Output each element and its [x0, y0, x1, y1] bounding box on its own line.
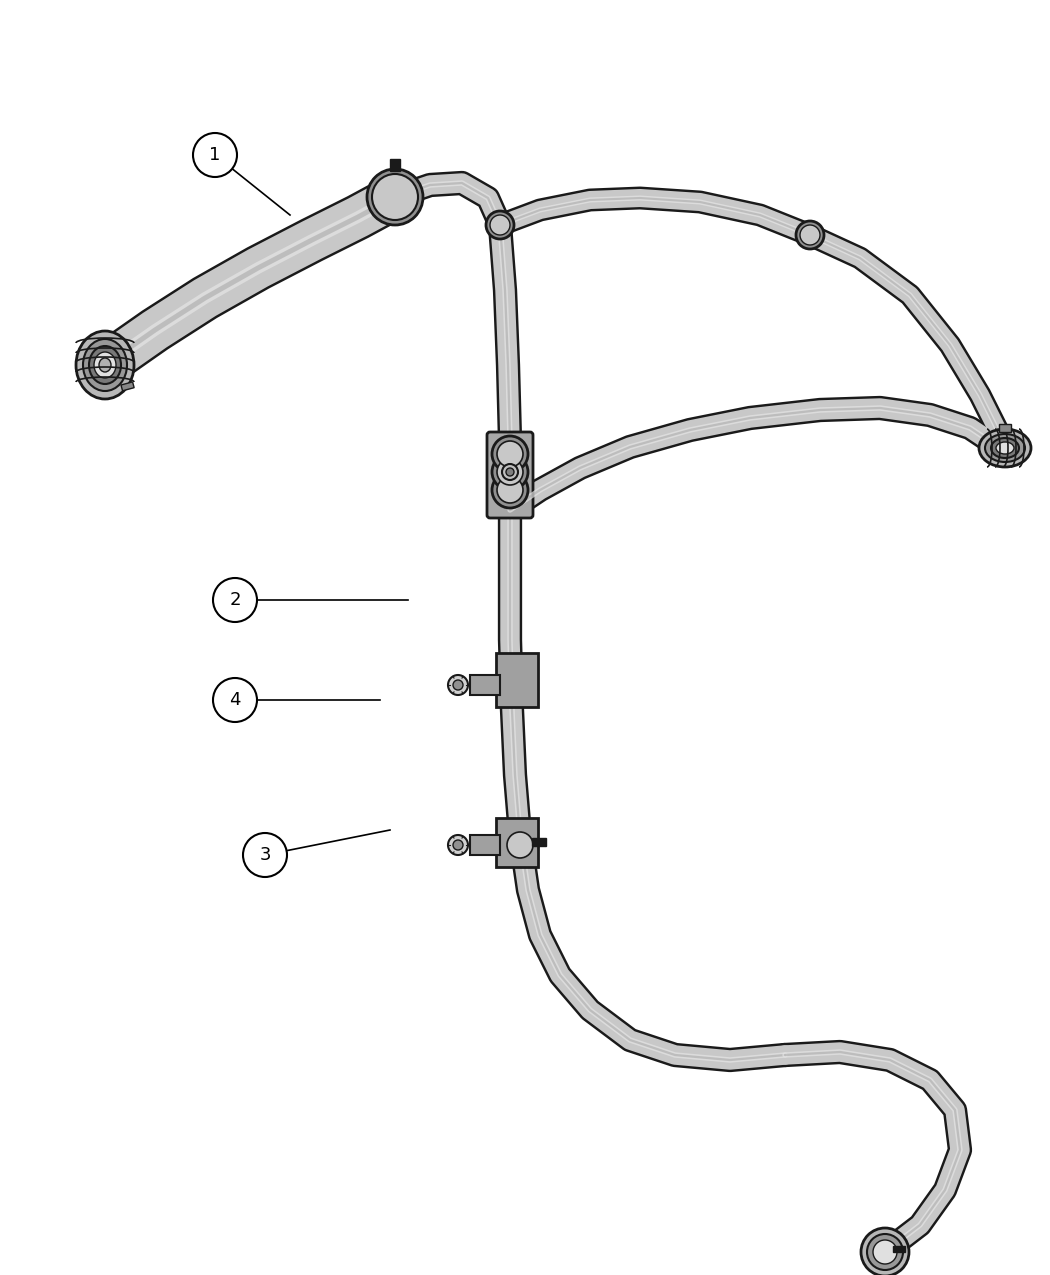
Circle shape	[497, 459, 523, 484]
FancyBboxPatch shape	[496, 819, 538, 867]
Text: 4: 4	[229, 691, 240, 709]
Circle shape	[497, 441, 523, 467]
Bar	[892, 1246, 905, 1252]
Circle shape	[861, 1228, 909, 1275]
Circle shape	[507, 833, 533, 858]
Circle shape	[448, 835, 468, 856]
Circle shape	[213, 678, 257, 722]
Circle shape	[453, 840, 463, 850]
Circle shape	[800, 224, 820, 245]
Circle shape	[492, 436, 528, 472]
Circle shape	[490, 215, 510, 235]
Ellipse shape	[985, 434, 1025, 462]
Ellipse shape	[996, 442, 1014, 454]
Ellipse shape	[99, 358, 111, 372]
Circle shape	[486, 210, 514, 238]
FancyBboxPatch shape	[496, 653, 538, 708]
Circle shape	[796, 221, 824, 249]
Circle shape	[492, 454, 528, 490]
Bar	[121, 382, 134, 391]
Circle shape	[506, 468, 514, 476]
Text: 1: 1	[209, 147, 220, 164]
Circle shape	[867, 1234, 903, 1270]
Circle shape	[448, 674, 468, 695]
Bar	[532, 838, 546, 847]
FancyBboxPatch shape	[487, 432, 533, 518]
Bar	[390, 159, 400, 171]
Circle shape	[453, 680, 463, 690]
Bar	[999, 425, 1011, 432]
Ellipse shape	[76, 332, 134, 399]
Bar	[470, 835, 500, 856]
Circle shape	[372, 173, 418, 221]
Ellipse shape	[83, 339, 127, 391]
Circle shape	[492, 472, 528, 507]
Circle shape	[497, 477, 523, 504]
Circle shape	[243, 833, 287, 877]
Ellipse shape	[89, 346, 121, 384]
Ellipse shape	[94, 352, 116, 377]
Text: 3: 3	[259, 847, 271, 864]
Bar	[470, 674, 500, 695]
Circle shape	[368, 170, 423, 224]
Ellipse shape	[979, 428, 1031, 467]
Circle shape	[502, 827, 538, 863]
Circle shape	[213, 578, 257, 622]
Circle shape	[193, 133, 237, 177]
Text: 2: 2	[229, 592, 240, 609]
Circle shape	[502, 464, 518, 479]
Ellipse shape	[991, 439, 1018, 458]
Circle shape	[873, 1241, 897, 1264]
